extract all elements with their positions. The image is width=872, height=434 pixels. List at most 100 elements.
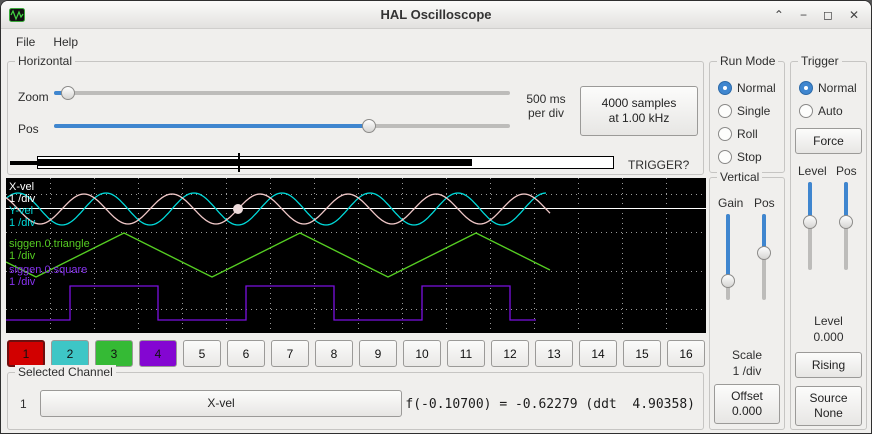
offset-button[interactable]: Offset 0.000 xyxy=(714,384,780,424)
trigger-edge-label: Rising xyxy=(811,357,846,372)
trigger-source-value: None xyxy=(814,406,843,420)
trigger-position-bar[interactable] xyxy=(10,153,614,172)
vertical-pos-label: Pos xyxy=(754,196,775,210)
run-mode-group: Run Mode Normal Single Roll Stop xyxy=(709,54,785,173)
trigger-normal[interactable]: Normal xyxy=(799,80,857,96)
pos-slider-fill xyxy=(54,124,369,128)
run-mode-group-label: Run Mode xyxy=(717,54,779,68)
force-button[interactable]: Force xyxy=(795,128,862,154)
zoom-slider[interactable] xyxy=(54,85,510,101)
trigger-level-readout-label: Level xyxy=(814,314,843,328)
channel-button-16[interactable]: 16 xyxy=(667,340,705,367)
run-mode-normal[interactable]: Normal xyxy=(718,80,776,96)
radio-icon xyxy=(718,104,732,118)
trigger-marker xyxy=(238,153,240,172)
run-mode-roll-label: Roll xyxy=(737,127,758,141)
channel-button-14[interactable]: 14 xyxy=(579,340,617,367)
channel-button-9[interactable]: 9 xyxy=(359,340,397,367)
channel-button-6[interactable]: 6 xyxy=(227,340,265,367)
trigger-auto[interactable]: Auto xyxy=(799,103,843,119)
trigger-group-label: Trigger xyxy=(798,54,842,68)
scope-display[interactable]: X-vel 1 /div Y-vel 1 /div siggen.0.triangle 1… xyxy=(6,178,706,333)
channel-button-8[interactable]: 8 xyxy=(315,340,353,367)
vertical-pos-slider[interactable] xyxy=(756,214,772,300)
run-mode-stop[interactable]: Stop xyxy=(718,149,762,165)
trigger-source-button[interactable]: Source None xyxy=(795,386,862,426)
horizontal-group-label: Horizontal xyxy=(15,54,76,68)
time-per-div: 500 ms per div xyxy=(514,92,578,120)
run-mode-stop-label: Stop xyxy=(737,150,762,164)
channel-button-1[interactable]: 1 xyxy=(7,340,45,367)
record-window-bar xyxy=(37,159,472,166)
channel-button-7[interactable]: 7 xyxy=(271,340,309,367)
offset-button-label: Offset xyxy=(731,389,763,403)
selected-channel-number: 1 xyxy=(20,397,27,411)
vertical-pos-slider-fill xyxy=(762,214,766,253)
trigger-level-slider[interactable] xyxy=(802,182,818,270)
menu-file[interactable]: File xyxy=(16,35,36,49)
zoom-slider-knob[interactable] xyxy=(60,86,75,100)
vertical-group: Vertical Gain Pos Scale 1 /div Offset 0.… xyxy=(709,170,785,430)
gain-slider[interactable] xyxy=(720,214,736,300)
channel-button-12[interactable]: 12 xyxy=(491,340,529,367)
trigger-pos-slider[interactable] xyxy=(838,182,854,270)
shade-icon[interactable]: ⌃ xyxy=(773,7,784,22)
wave-siggen.0.square xyxy=(6,285,536,321)
gain-label: Gain xyxy=(718,196,744,210)
zoom-slider-track xyxy=(54,91,510,95)
run-mode-single-label: Single xyxy=(737,104,771,118)
trigger-group: Trigger Normal Auto Force Level Pos Leve… xyxy=(790,54,867,430)
vertical-pos-slider-knob[interactable] xyxy=(757,245,771,260)
time-per-div-value: 500 ms xyxy=(526,92,566,106)
wave-Y-vel xyxy=(6,192,547,226)
force-button-label: Force xyxy=(813,133,844,148)
channel-button-5[interactable]: 5 xyxy=(183,340,221,367)
trigger-auto-label: Auto xyxy=(818,104,843,118)
channel-button-3[interactable]: 3 xyxy=(95,340,133,367)
samples-rate: at 1.00 kHz xyxy=(608,111,670,125)
horizontal-group: Horizontal Zoom Pos 500 ms per div 4000 … xyxy=(7,54,704,175)
trigger-source-label: Source xyxy=(809,391,848,405)
trigger-pos-slider-knob[interactable] xyxy=(839,214,853,229)
radio-icon xyxy=(718,127,732,141)
titlebar: HAL Oscilloscope ⌃ − ◻ ✕ xyxy=(1,1,871,29)
channel-button-11[interactable]: 11 xyxy=(447,340,485,367)
selected-channel-name-button[interactable]: X-vel xyxy=(40,390,402,417)
scope-canvas xyxy=(6,178,706,333)
radio-icon xyxy=(718,81,732,95)
offset-button-value: 0.000 xyxy=(731,404,763,418)
window-title: HAL Oscilloscope xyxy=(380,7,492,22)
selected-channel-name: X-vel xyxy=(207,396,235,410)
maximize-icon[interactable]: ◻ xyxy=(822,7,833,22)
close-icon[interactable]: ✕ xyxy=(848,7,859,22)
channel-button-2[interactable]: 2 xyxy=(51,340,89,367)
pretrigger-line xyxy=(10,161,239,165)
selected-channel-group-label: Selected Channel xyxy=(15,365,116,379)
scope-waves xyxy=(6,192,551,321)
trigger-level-slider-knob[interactable] xyxy=(803,214,817,229)
app-icon xyxy=(9,7,25,22)
channel-button-15[interactable]: 15 xyxy=(623,340,661,367)
radio-icon xyxy=(799,104,813,118)
run-mode-roll[interactable]: Roll xyxy=(718,126,758,142)
trigger-pos-label: Pos xyxy=(836,164,857,178)
channel-button-10[interactable]: 10 xyxy=(403,340,441,367)
menu-help[interactable]: Help xyxy=(53,35,79,49)
minimize-icon[interactable]: − xyxy=(799,7,807,22)
trigger-edge-button[interactable]: Rising xyxy=(795,352,862,378)
time-per-div-unit: per div xyxy=(527,106,565,120)
channel-button-13[interactable]: 13 xyxy=(535,340,573,367)
samples-button[interactable]: 4000 samples at 1.00 kHz xyxy=(580,86,698,136)
run-mode-normal-label: Normal xyxy=(737,81,776,95)
pos-slider-knob[interactable] xyxy=(361,119,376,133)
menubar: File Help xyxy=(1,29,871,55)
channel-button-4[interactable]: 4 xyxy=(139,340,177,367)
pos-slider[interactable] xyxy=(54,118,510,134)
selected-channel-group: Selected Channel 1 X-vel f(-0.10700) = -… xyxy=(7,365,704,430)
pos-label: Pos xyxy=(18,122,39,136)
scale-value: 1 /div xyxy=(732,364,762,378)
run-mode-single[interactable]: Single xyxy=(718,103,770,119)
channel-buttons: 1 2 3 4 5 6 7 8 9 10 11 12 13 14 15 16 xyxy=(7,340,705,367)
gain-slider-knob[interactable] xyxy=(721,274,735,289)
